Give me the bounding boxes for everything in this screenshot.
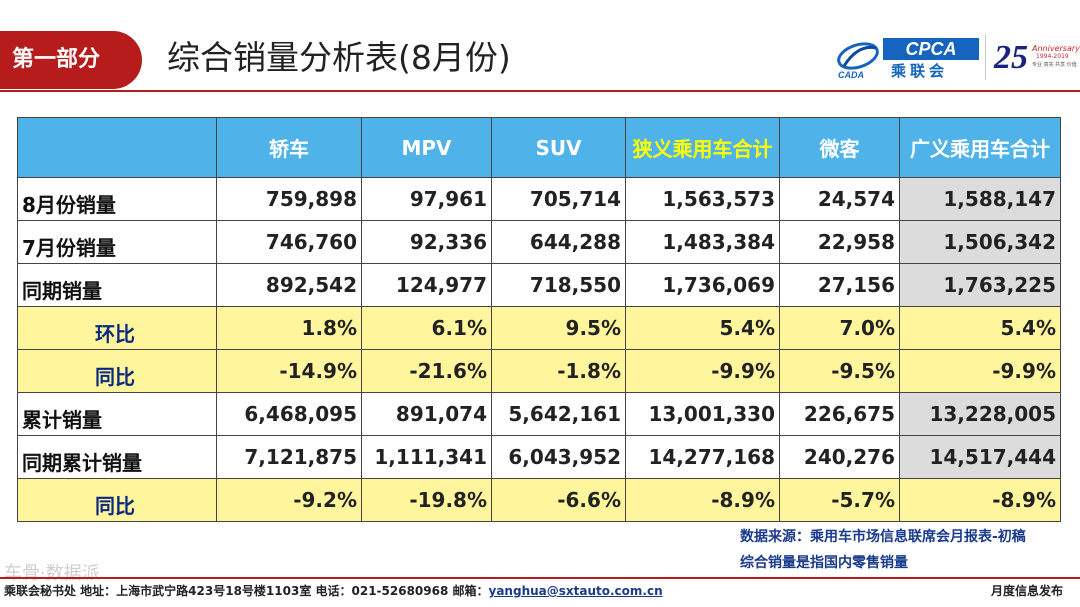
table-cell: 1,736,069 bbox=[625, 263, 780, 307]
table-cell: -19.8% bbox=[361, 478, 492, 522]
table-cell: 5.4% bbox=[625, 306, 780, 350]
table-cell: 124,977 bbox=[361, 263, 492, 307]
table-cell: 1,588,147 bbox=[899, 177, 1061, 221]
table-cell: 92,336 bbox=[361, 220, 492, 264]
table-row: 环比 1.8% 6.1% 9.5% 5.4% 7.0% 5.4% bbox=[17, 306, 1061, 350]
table-cell: 718,550 bbox=[491, 263, 626, 307]
table-cell: 226,675 bbox=[779, 392, 900, 436]
table-cell: 6,468,095 bbox=[216, 392, 362, 436]
table-cell: 7,121,875 bbox=[216, 435, 362, 479]
header-cell-mpv: MPV bbox=[361, 117, 492, 178]
table-cell: 891,074 bbox=[361, 392, 492, 436]
table-cell: 240,276 bbox=[779, 435, 900, 479]
table-cell: -14.9% bbox=[216, 349, 362, 393]
footer-divider bbox=[0, 577, 1080, 579]
data-source-note: 数据来源：乘用车市场信息联席会月报表-初稿 bbox=[740, 529, 1026, 545]
table-cell: -8.9% bbox=[625, 478, 780, 522]
sales-analysis-table: 轿车 MPV SUV 狭义乘用车合计 微客 广义乘用车合计 8月份销量 759,… bbox=[17, 117, 1061, 522]
table-cell: -8.9% bbox=[899, 478, 1061, 522]
anniversary-slogan: 专业 真实 共享 价值 bbox=[1032, 62, 1077, 68]
row-label: 同比 bbox=[17, 349, 217, 393]
anniversary-logo: 25 Anniversary 1994-2019 专业 真实 共享 价值 bbox=[992, 38, 1080, 82]
footer-email-link[interactable]: yanghua@sxtauto.com.cn bbox=[488, 584, 663, 598]
table-cell: 24,574 bbox=[779, 177, 900, 221]
table-cell: -9.2% bbox=[216, 478, 362, 522]
table-cell: 14,277,168 bbox=[625, 435, 780, 479]
table-cell: 1,506,342 bbox=[899, 220, 1061, 264]
header-cell-suv: SUV bbox=[491, 117, 626, 178]
cada-logo-icon: CADA bbox=[837, 42, 879, 80]
table-row: 同比 -9.2% -19.8% -6.6% -8.9% -5.7% -8.9% bbox=[17, 478, 1061, 522]
table-cell: 1,563,573 bbox=[625, 177, 780, 221]
page-title: 综合销量分析表(8月份) bbox=[167, 38, 511, 77]
cpca-cn-text: 乘联会 bbox=[891, 62, 949, 80]
table-cell: 13,001,330 bbox=[625, 392, 780, 436]
table-cell: 1.8% bbox=[216, 306, 362, 350]
table-cell: 9.5% bbox=[491, 306, 626, 350]
row-label: 同期累计销量 bbox=[17, 435, 217, 479]
table-cell: 22,958 bbox=[779, 220, 900, 264]
section-badge: 第一部分 bbox=[0, 31, 142, 89]
row-label: 7月份销量 bbox=[17, 220, 217, 264]
table-cell: -6.6% bbox=[491, 478, 626, 522]
table-row: 累计销量 6,468,095 891,074 5,642,161 13,001,… bbox=[17, 392, 1061, 436]
table-cell: -1.8% bbox=[491, 349, 626, 393]
table-cell: 705,714 bbox=[491, 177, 626, 221]
table-row: 同比 -14.9% -21.6% -1.8% -9.9% -9.5% -9.9% bbox=[17, 349, 1061, 393]
table-row: 同期销量 892,542 124,977 718,550 1,736,069 2… bbox=[17, 263, 1061, 307]
notes-block: 数据来源：乘用车市场信息联席会月报表-初稿 综合销量是指国内零售销量 bbox=[740, 524, 1026, 576]
footer-contact-text: 乘联会秘书处 地址：上海市武宁路423号18号楼1103室 电话：021-526… bbox=[4, 584, 489, 598]
title-divider bbox=[0, 90, 1080, 92]
table-cell: 5.4% bbox=[899, 306, 1061, 350]
cpca-logo: CADA CPCA 乘联会 bbox=[836, 38, 981, 82]
footer-contact: 乘联会秘书处 地址：上海市武宁路423号18号楼1103室 电话：021-526… bbox=[4, 583, 663, 599]
table-cell: 1,483,384 bbox=[625, 220, 780, 264]
row-label: 同期销量 bbox=[17, 263, 217, 307]
header-cell-minivan: 微客 bbox=[779, 117, 900, 178]
table-cell: -9.9% bbox=[625, 349, 780, 393]
table-cell: 6.1% bbox=[361, 306, 492, 350]
table-row: 同期累计销量 7,121,875 1,111,341 6,043,952 14,… bbox=[17, 435, 1061, 479]
table-cell: 759,898 bbox=[216, 177, 362, 221]
table-cell: 6,043,952 bbox=[491, 435, 626, 479]
table-cell: 1,763,225 bbox=[899, 263, 1061, 307]
row-label: 同比 bbox=[17, 478, 217, 522]
table-cell: -9.5% bbox=[779, 349, 900, 393]
header-cell-blank bbox=[17, 117, 217, 178]
table-cell: -5.7% bbox=[779, 478, 900, 522]
table-cell: -9.9% bbox=[899, 349, 1061, 393]
table-cell: 14,517,444 bbox=[899, 435, 1061, 479]
table-cell: 644,288 bbox=[491, 220, 626, 264]
table-cell: 97,961 bbox=[361, 177, 492, 221]
table-cell: 5,642,161 bbox=[491, 392, 626, 436]
table-cell: 1,111,341 bbox=[361, 435, 492, 479]
table-cell: 13,228,005 bbox=[899, 392, 1061, 436]
table-cell: 746,760 bbox=[216, 220, 362, 264]
footer-release-label: 月度信息发布 bbox=[991, 584, 1064, 598]
header-cell-narrow-total: 狭义乘用车合计 bbox=[625, 117, 780, 178]
header-cell-broad-total: 广义乘用车合计 bbox=[899, 117, 1061, 178]
watermark: 车骨·数据派 bbox=[4, 563, 100, 584]
anniversary-years: 1994-2019 bbox=[1036, 53, 1069, 60]
cada-text: CADA bbox=[838, 70, 864, 80]
logo-divider bbox=[985, 34, 986, 80]
anniversary-label: Anniversary bbox=[1032, 44, 1080, 53]
header-cell-sedan: 轿车 bbox=[216, 117, 362, 178]
row-label: 环比 bbox=[17, 306, 217, 350]
table-header-row: 轿车 MPV SUV 狭义乘用车合计 微客 广义乘用车合计 bbox=[17, 117, 1061, 178]
table-row: 8月份销量 759,898 97,961 705,714 1,563,573 2… bbox=[17, 177, 1061, 221]
table-cell: 892,542 bbox=[216, 263, 362, 307]
row-label: 累计销量 bbox=[17, 392, 217, 436]
cpca-text: CPCA bbox=[883, 38, 979, 60]
table-row: 7月份销量 746,760 92,336 644,288 1,483,384 2… bbox=[17, 220, 1061, 264]
table-cell: 27,156 bbox=[779, 263, 900, 307]
table-cell: 7.0% bbox=[779, 306, 900, 350]
anniversary-number: 25 bbox=[994, 39, 1028, 76]
row-label: 8月份销量 bbox=[17, 177, 217, 221]
definition-note: 综合销量是指国内零售销量 bbox=[740, 555, 908, 571]
table-cell: -21.6% bbox=[361, 349, 492, 393]
